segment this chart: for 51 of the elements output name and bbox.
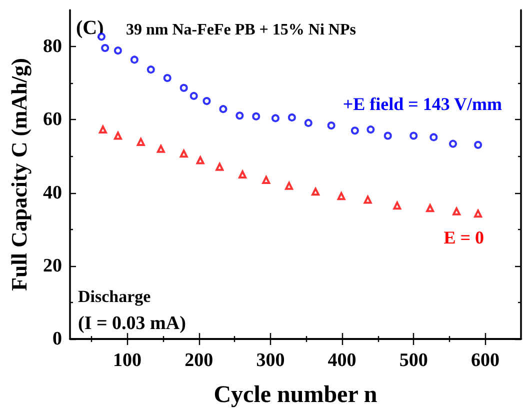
point [364, 196, 372, 204]
point [114, 132, 122, 140]
point [163, 74, 172, 82]
point [327, 122, 336, 130]
point [219, 105, 228, 114]
annotation: Discharge [78, 287, 152, 306]
annotation: (I = 0.03 mA) [78, 313, 186, 334]
point [449, 140, 457, 148]
point [101, 44, 110, 52]
point [196, 156, 204, 164]
x-tick-label: 100 [113, 350, 142, 371]
point [304, 118, 312, 127]
point [474, 140, 482, 149]
point [285, 182, 294, 190]
point [130, 56, 138, 64]
point [384, 132, 392, 140]
point [312, 188, 320, 196]
y-axis-title: Full Capacity C (mAh/g) [6, 58, 32, 291]
point [216, 162, 224, 171]
x-axis-title: Cycle number n [214, 382, 378, 408]
series-label: +E field = 143 V/mm [342, 94, 502, 114]
text: 39 nm Na-FeFe PB + 15% Ni NPs [126, 22, 356, 38]
x-tick-label: 200 [184, 350, 214, 371]
point [202, 97, 211, 106]
point [430, 133, 438, 142]
point [288, 113, 296, 122]
point [410, 132, 418, 140]
annotation: (C) [76, 17, 104, 39]
x-tick-label: 500 [399, 350, 428, 371]
point [190, 92, 198, 100]
point [180, 84, 188, 92]
point [271, 114, 280, 122]
y-tick-label: 0 [52, 328, 62, 350]
point [262, 176, 270, 184]
point [350, 126, 359, 135]
point [114, 46, 122, 55]
x-tick-label: 300 [256, 350, 285, 371]
point [366, 126, 375, 134]
point [156, 144, 165, 153]
point [136, 138, 145, 146]
y-tick-label: 60 [43, 109, 62, 130]
x-tick-label: 400 [328, 350, 356, 371]
point [252, 112, 260, 120]
x-tick-label: 600 [470, 350, 500, 371]
point [452, 207, 461, 216]
y-tick-label: 40 [43, 182, 62, 204]
point [236, 112, 244, 120]
y-tick-label: 20 [43, 255, 62, 276]
y-tick-label: 80 [43, 36, 62, 58]
series-label: E = 0 [444, 228, 484, 248]
point [146, 66, 155, 74]
